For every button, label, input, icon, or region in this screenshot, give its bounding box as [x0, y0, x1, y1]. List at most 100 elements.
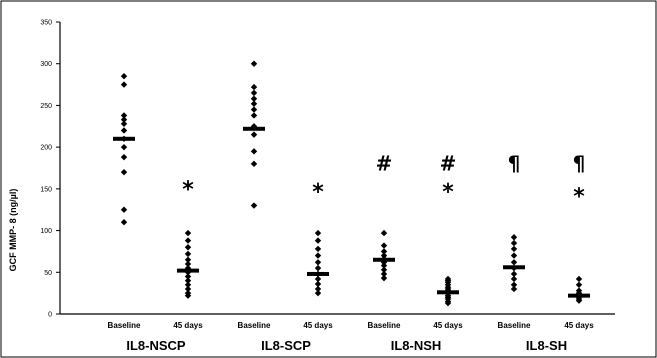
data-point	[314, 289, 322, 297]
data-point	[575, 297, 583, 304]
median-bar	[437, 290, 459, 295]
data-point	[120, 206, 128, 213]
data-point	[314, 275, 322, 283]
data-point	[575, 275, 583, 283]
group-label: IL8-NSH	[391, 338, 442, 353]
y-tick-label: 150	[40, 186, 52, 193]
data-point	[314, 252, 322, 259]
group-label: IL8-SCP	[261, 338, 311, 353]
data-point	[314, 237, 322, 244]
annotations: * * # # * ¶ ¶ *	[182, 151, 585, 209]
significance-star: *	[573, 184, 585, 209]
data-point	[314, 229, 322, 237]
significance-star: *	[312, 180, 324, 205]
group-label: IL8-NSCP	[126, 338, 186, 353]
group-labels: IL8-NSCP IL8-SCP IL8-NSH IL8-SH	[126, 338, 567, 353]
data-point	[120, 120, 128, 127]
x-tick-label: Baseline	[498, 321, 531, 330]
data-point	[380, 229, 388, 237]
data-points	[120, 60, 583, 307]
data-point	[510, 281, 518, 288]
data-point	[184, 229, 192, 237]
data-point	[510, 234, 518, 241]
data-point	[184, 256, 192, 263]
data-point	[250, 89, 258, 97]
data-point	[120, 127, 128, 134]
data-point	[184, 273, 192, 280]
median-bar	[307, 271, 329, 276]
data-point	[510, 239, 518, 247]
significance-hash: #	[440, 151, 457, 175]
data-point	[250, 112, 258, 119]
data-point	[120, 112, 128, 119]
data-point	[380, 248, 388, 255]
y-tick-label: 50	[44, 270, 52, 277]
data-point	[510, 285, 518, 293]
significance-hash: #	[376, 151, 393, 175]
data-point	[380, 252, 388, 259]
x-tick-label: Baseline	[368, 321, 401, 330]
data-point	[510, 252, 518, 259]
data-point	[314, 245, 322, 253]
data-point	[314, 280, 322, 288]
data-point	[510, 245, 518, 253]
x-ticks: Baseline 45 days Baseline 45 days Baseline 45…	[108, 321, 595, 330]
median-bars	[113, 126, 590, 298]
y-ticks: 0 50 100 150 200 250 300 350	[40, 20, 60, 319]
median-bar	[568, 293, 590, 298]
data-point	[250, 100, 258, 107]
data-point	[250, 60, 258, 67]
data-point	[380, 274, 388, 282]
y-tick-label: 200	[40, 145, 52, 152]
median-bar	[243, 126, 265, 131]
y-tick-label: 300	[40, 61, 52, 68]
data-point	[380, 262, 388, 269]
data-point	[510, 270, 518, 278]
data-point	[184, 244, 192, 251]
data-point	[184, 237, 192, 244]
data-point	[380, 266, 388, 273]
x-tick-label: Baseline	[238, 321, 271, 330]
data-point	[314, 285, 322, 293]
data-point	[184, 292, 192, 299]
data-point	[380, 242, 388, 249]
data-point	[184, 260, 192, 268]
data-point	[184, 277, 192, 284]
significance-pilcrow: ¶	[573, 151, 586, 175]
data-point	[250, 95, 258, 102]
y-tick-label: 350	[40, 20, 52, 27]
data-point	[184, 281, 192, 288]
median-bar	[113, 136, 135, 141]
data-point	[120, 116, 128, 123]
data-point	[250, 148, 258, 155]
data-point	[510, 275, 518, 283]
data-point	[314, 259, 322, 266]
x-tick-label: 45 days	[433, 321, 463, 330]
y-tick-label: 250	[40, 103, 52, 110]
data-point	[184, 264, 192, 272]
significance-star: *	[182, 178, 194, 203]
data-point	[184, 285, 192, 293]
data-point	[120, 143, 128, 151]
significance-pilcrow: ¶	[508, 151, 521, 175]
data-point	[184, 250, 192, 258]
data-point	[120, 219, 128, 226]
x-tick-label: Baseline	[108, 321, 141, 330]
data-point	[120, 153, 128, 161]
x-tick-label: 45 days	[564, 321, 594, 330]
y-tick-label: 100	[40, 228, 52, 235]
data-point	[575, 281, 583, 288]
y-tick-label: 0	[48, 312, 52, 319]
data-point	[314, 264, 322, 272]
x-tick-label: 45 days	[173, 321, 203, 330]
data-point	[250, 131, 258, 138]
group-label: IL8-SH	[526, 338, 567, 353]
data-point	[120, 168, 128, 176]
significance-star: *	[442, 180, 454, 205]
data-point	[250, 160, 258, 168]
data-point	[120, 81, 128, 88]
x-tick-label: 45 days	[303, 321, 333, 330]
data-point	[380, 270, 388, 278]
